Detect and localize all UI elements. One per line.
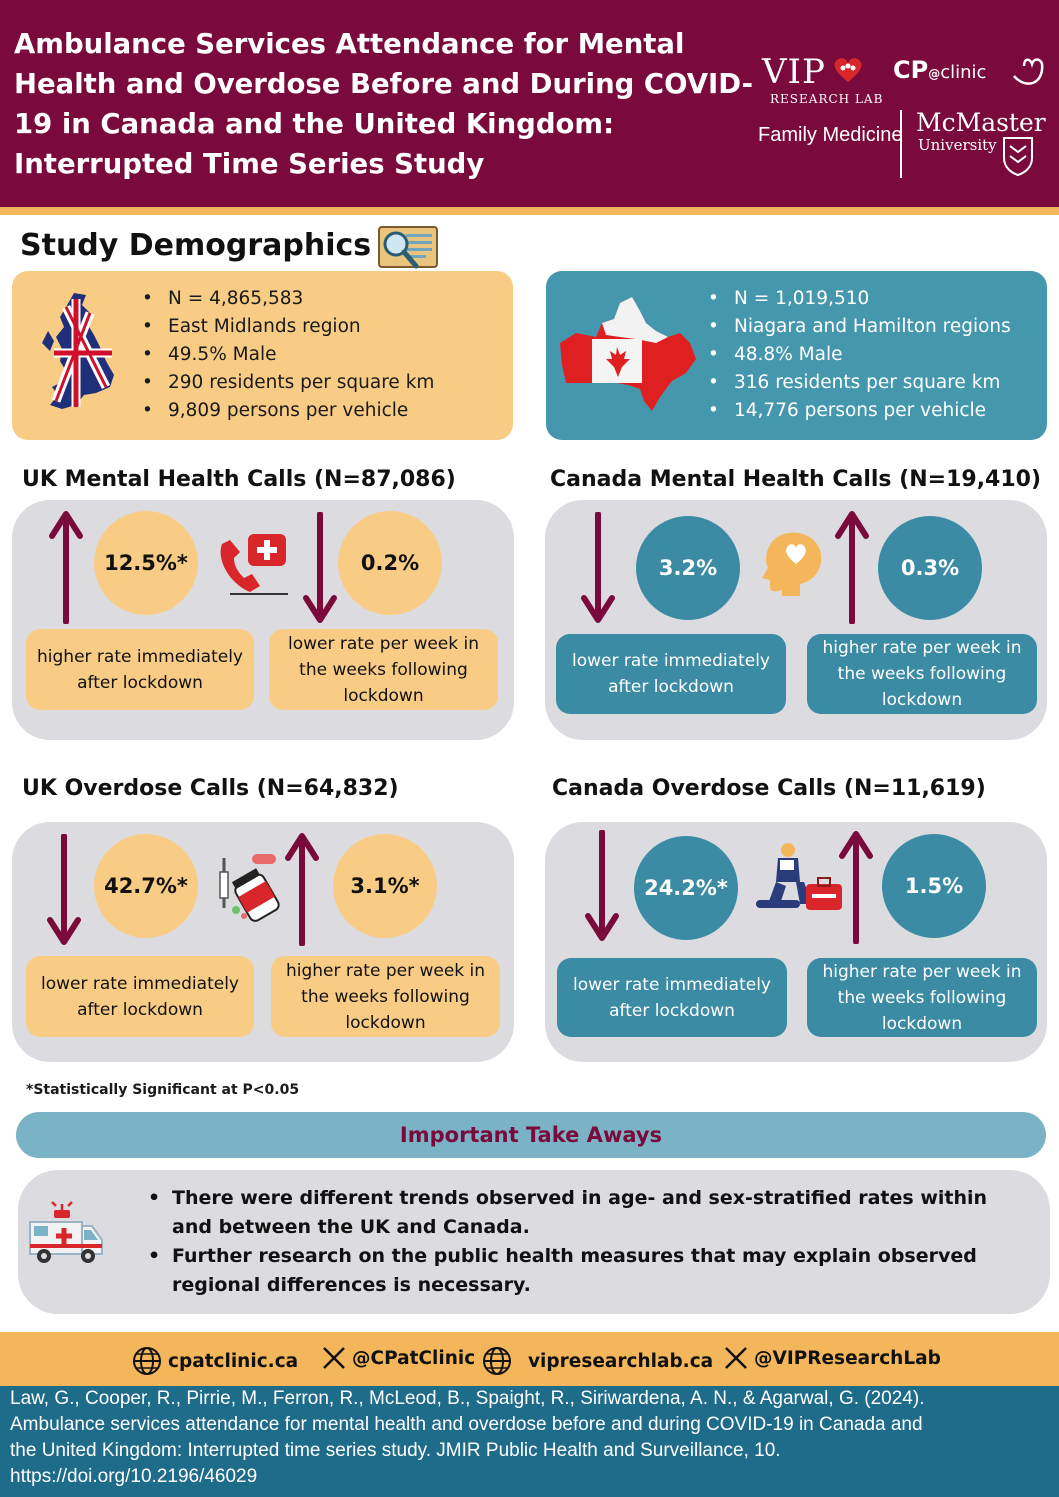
- section-title-demographics: Study Demographics: [20, 228, 372, 263]
- canada-mental-left-value: 3.2%: [636, 516, 740, 620]
- uk-overdose-right-label: higher rate per week in the weeks follow…: [271, 956, 500, 1037]
- list-item: 316 residents per square km: [708, 369, 1011, 397]
- takeaways-list: There were different trends observed in …: [148, 1184, 1028, 1300]
- head-heart-icon: [762, 532, 822, 596]
- canada-mental-right-label: higher rate per week in the weeks follow…: [807, 634, 1037, 714]
- list-item: Niagara and Hamilton regions: [708, 313, 1011, 341]
- header-accent-line: [0, 207, 1059, 215]
- list-item: There were different trends observed in …: [148, 1184, 1028, 1242]
- uk-overdose-title: UK Overdose Calls (N=64,832): [22, 776, 399, 801]
- uk-demographics-box: N = 4,865,583 East Midlands region 49.5%…: [12, 271, 513, 440]
- uk-mental-right-value: 0.2%: [338, 511, 442, 615]
- x-link-vipresearchlab[interactable]: @VIPResearchLab: [724, 1346, 941, 1370]
- uk-demographics-list: N = 4,865,583 East Midlands region 49.5%…: [142, 285, 434, 425]
- cp-heart-icon: [1013, 58, 1044, 85]
- canada-overdose-left-label: lower rate immediately after lockdown: [557, 958, 787, 1037]
- university-text: University: [918, 136, 997, 154]
- vip-logo-subtitle: RESEARCH LAB: [770, 92, 884, 106]
- significance-footnote: *Statistically Significant at P<0.05: [26, 1082, 300, 1098]
- arrow-up-icon: [835, 511, 869, 624]
- mcmaster-crest-icon: [1003, 137, 1033, 176]
- arrow-down-icon: [47, 834, 81, 945]
- list-item: N = 1,019,510: [708, 285, 1011, 313]
- website-link-vipresearchlab[interactable]: vipresearchlab.ca: [482, 1346, 713, 1376]
- uk-overdose-left-value: 42.7%*: [94, 834, 198, 938]
- arrow-down-icon: [585, 830, 619, 941]
- citation-doi: https://doi.org/10.2196/46029: [10, 1466, 258, 1487]
- citation-line: Ambulance services attendance for mental…: [10, 1414, 923, 1435]
- family-medicine-text: Family Medicine: [758, 124, 903, 146]
- uk-overdose-right-value: 3.1%*: [333, 834, 437, 938]
- pills-syringe-icon: [219, 854, 280, 922]
- globe-icon: [133, 1347, 161, 1375]
- arrow-down-icon: [303, 512, 337, 623]
- vip-logo-text: VIP: [762, 52, 826, 92]
- citation-block: Law, G., Cooper, R., Pirrie, M., Ferron,…: [0, 1386, 1059, 1497]
- cp-logo-at: @: [928, 67, 941, 81]
- x-logo-icon: [725, 1347, 747, 1369]
- website-label: cpatclinic.ca: [168, 1350, 299, 1372]
- phone-medical-icon: [220, 534, 288, 595]
- cp-logo-text: CP: [893, 56, 929, 84]
- canada-overdose-right-value: 1.5%: [882, 834, 986, 938]
- list-item: 14,776 persons per vehicle: [708, 397, 1011, 425]
- x-link-cpatclinic[interactable]: @CPatClinic: [322, 1346, 475, 1370]
- x-handle-label: @VIPResearchLab: [754, 1347, 941, 1369]
- list-item: 49.5% Male: [142, 341, 434, 369]
- canada-overdose-title: Canada Overdose Calls (N=11,619): [552, 776, 986, 801]
- uk-mental-left-value: 12.5%*: [94, 511, 198, 615]
- vip-heart-icon: [834, 58, 862, 82]
- uk-mental-right-label: lower rate per week in the weeks followi…: [269, 629, 498, 710]
- canada-overdose-left-value: 24.2%*: [634, 836, 738, 940]
- cp-logo-clinic: clinic: [940, 62, 987, 83]
- header-banner: [0, 0, 1059, 207]
- uk-overdose-left-label: lower rate immediately after lockdown: [26, 956, 254, 1037]
- arrow-up-icon: [839, 831, 873, 944]
- list-item: 9,809 persons per vehicle: [142, 397, 434, 425]
- website-link-cpatclinic[interactable]: cpatclinic.ca: [132, 1346, 298, 1376]
- arrow-up-icon: [285, 833, 319, 946]
- globe-icon: [483, 1347, 511, 1375]
- citation-line: the United Kingdom: Interrupted time ser…: [10, 1440, 781, 1461]
- list-item: N = 4,865,583: [142, 285, 434, 313]
- uk-mental-left-label: higher rate immediately after lockdown: [26, 629, 254, 710]
- citation-line: Law, G., Cooper, R., Pirrie, M., Ferron,…: [10, 1388, 925, 1409]
- social-bar: [0, 1332, 1059, 1386]
- takeaways-title-bar: Important Take Aways: [16, 1112, 1046, 1158]
- paramedic-icon: [756, 843, 842, 910]
- logo-divider: [900, 110, 902, 178]
- uk-map-icon: [42, 293, 114, 409]
- arrow-up-icon: [49, 511, 83, 624]
- canada-demographics-box: N = 1,019,510 Niagara and Hamilton regio…: [546, 271, 1047, 440]
- canada-map-icon: [560, 297, 696, 411]
- magnifier-icon: [378, 226, 438, 269]
- list-item: Further research on the public health me…: [148, 1242, 1028, 1300]
- uk-mental-health-title: UK Mental Health Calls (N=87,086): [22, 467, 456, 492]
- takeaways-title: Important Take Aways: [399, 1123, 663, 1147]
- canada-mental-right-value: 0.3%: [878, 516, 982, 620]
- mcmaster-text: McMaster: [916, 108, 1046, 137]
- list-item: 48.8% Male: [708, 341, 1011, 369]
- website-label: vipresearchlab.ca: [528, 1350, 714, 1372]
- canada-demographics-list: N = 1,019,510 Niagara and Hamilton regio…: [708, 285, 1011, 425]
- list-item: East Midlands region: [142, 313, 434, 341]
- canada-mental-left-label: lower rate immediately after lockdown: [556, 634, 786, 714]
- ambulance-icon: [29, 1201, 103, 1263]
- x-handle-label: @CPatClinic: [352, 1347, 476, 1369]
- cp-clinic-logo: CP@clinic: [893, 56, 986, 84]
- list-item: 290 residents per square km: [142, 369, 434, 397]
- x-logo-icon: [323, 1347, 345, 1369]
- canada-mental-health-title: Canada Mental Health Calls (N=19,410): [550, 467, 1042, 492]
- arrow-down-icon: [581, 512, 615, 623]
- takeaways-panel: There were different trends observed in …: [18, 1170, 1050, 1314]
- canada-overdose-right-label: higher rate per week in the weeks follow…: [807, 958, 1037, 1037]
- page-title: Ambulance Services Attendance for Mental…: [14, 28, 753, 180]
